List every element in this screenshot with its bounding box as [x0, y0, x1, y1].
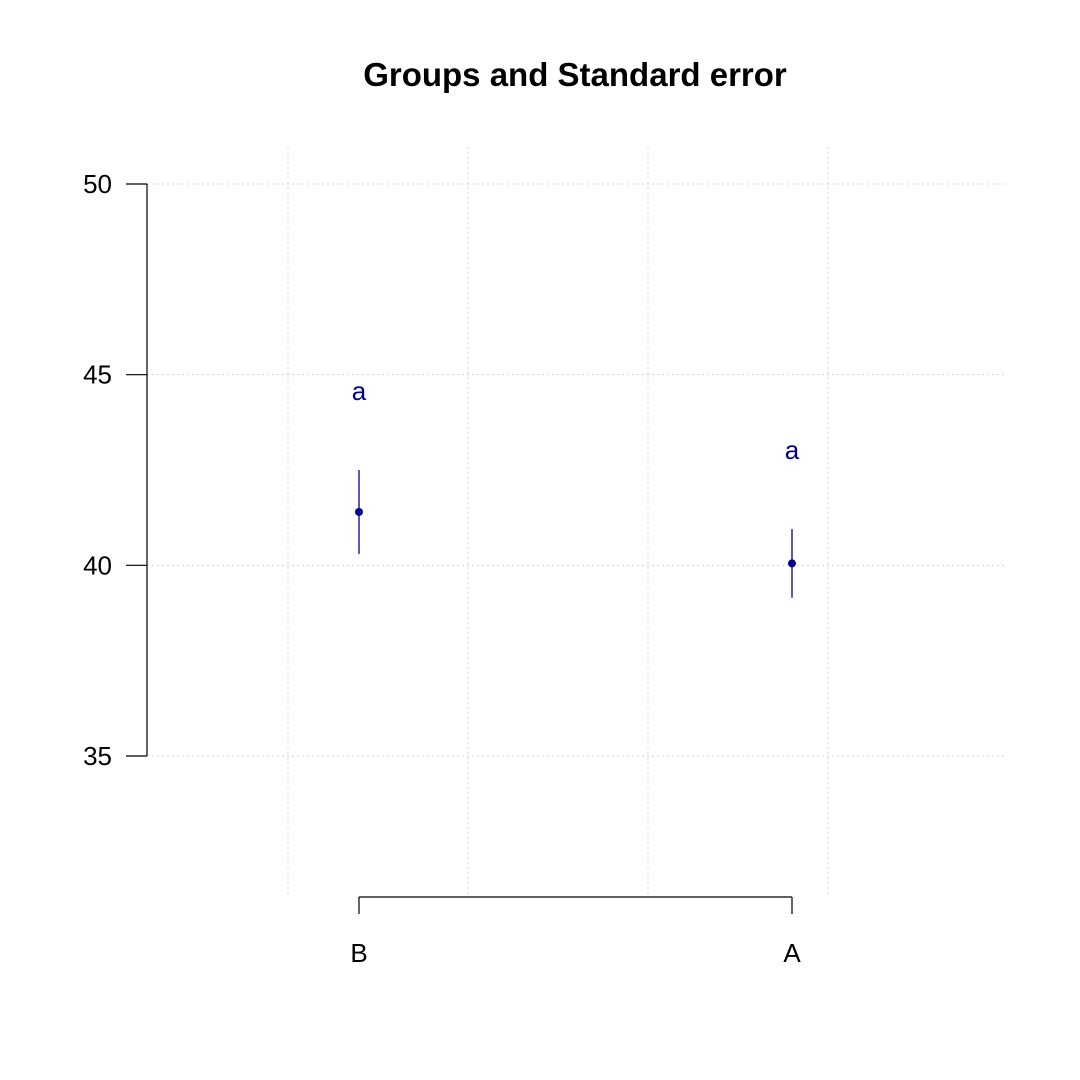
group-letter-label: a — [785, 435, 800, 465]
marks-layer: aa — [352, 376, 800, 598]
axis-layer: 35 40 45 50 B A — [83, 169, 801, 968]
chart-title: Groups and Standard error — [363, 56, 787, 93]
y-tick-label: 40 — [83, 550, 112, 580]
grid-layer — [147, 147, 1005, 897]
group-letter-label: a — [352, 376, 367, 406]
y-tick-label: 50 — [83, 169, 112, 199]
y-tick-label: 45 — [83, 360, 112, 390]
mean-point — [788, 559, 796, 568]
x-tick-label: B — [350, 938, 367, 968]
x-tick-label: A — [783, 938, 801, 968]
mean-point — [355, 507, 363, 516]
y-tick-label: 35 — [83, 741, 112, 771]
